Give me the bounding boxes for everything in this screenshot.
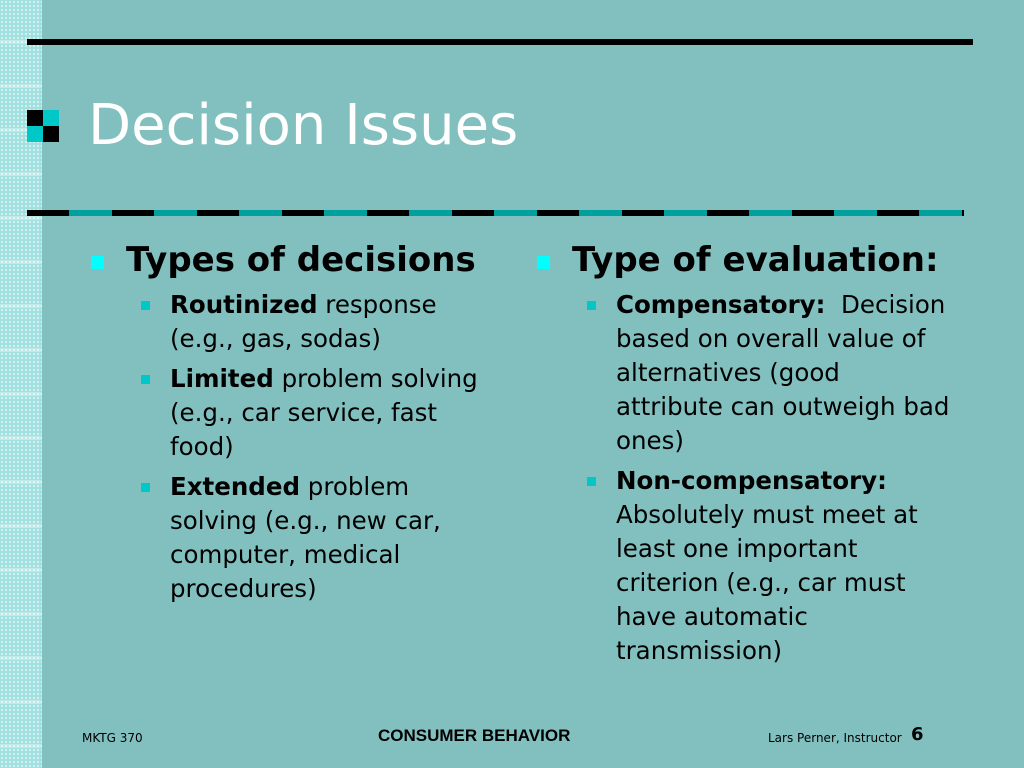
item-text: problem solving (e.g., new car, computer… (170, 472, 441, 603)
item-text: Decision based on overall value of alter… (616, 290, 958, 455)
square-bullet-icon (141, 483, 150, 492)
footer-title: CONSUMER BEHAVIOR (378, 726, 571, 745)
footer-instructor: Lars Perner, Instructor (768, 731, 902, 745)
right-heading: Type of evaluation: (534, 238, 954, 282)
square-bullet-icon (91, 256, 104, 269)
item-bold-term: Limited (170, 364, 274, 393)
right-heading-text: Type of evaluation: (572, 240, 939, 280)
left-heading: Types of decisions (88, 238, 498, 282)
square-bullet-icon (537, 256, 550, 269)
item-text: problem solving (e.g., car service, fast… (170, 364, 478, 461)
dashed-rule (27, 210, 964, 216)
list-item: Extended problem solving (e.g., new car,… (88, 470, 498, 606)
right-column: Type of evaluation: Compensatory: Decisi… (534, 238, 954, 674)
top-rule (27, 39, 973, 45)
square-bullet-icon (587, 301, 596, 310)
list-item: Compensatory: Decision based on overall … (534, 288, 954, 458)
left-bullet-list: Routinized response (e.g., gas, sodas) L… (88, 288, 498, 606)
left-column: Types of decisions Routinized response (… (88, 238, 498, 612)
item-text: response (e.g., gas, sodas) (170, 290, 437, 353)
title-square-icon (27, 110, 59, 142)
square-bullet-icon (587, 477, 596, 486)
slide-number: 6 (911, 724, 924, 745)
list-item: Non-compensatory: Absolutely must meet a… (534, 464, 954, 668)
item-bold-term: Compensatory: (616, 290, 826, 319)
right-bullet-list: Compensatory: Decision based on overall … (534, 288, 954, 668)
square-bullet-icon (141, 375, 150, 384)
item-bold-term: Routinized (170, 290, 318, 319)
item-bold-term: Non-compensatory: (616, 466, 887, 495)
list-item: Routinized response (e.g., gas, sodas) (88, 288, 498, 356)
square-bullet-icon (141, 301, 150, 310)
list-item: Limited problem solving (e.g., car servi… (88, 362, 498, 464)
item-text: Absolutely must meet at least one import… (616, 500, 918, 665)
slide-title: Decision Issues (88, 93, 519, 158)
footer-course: MKTG 370 (82, 731, 143, 745)
item-bold-term: Extended (170, 472, 301, 501)
left-heading-text: Types of decisions (126, 240, 476, 280)
